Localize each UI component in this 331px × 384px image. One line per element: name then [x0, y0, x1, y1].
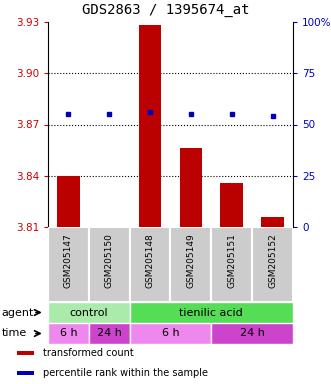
Text: tienilic acid: tienilic acid — [179, 308, 243, 318]
Bar — [170, 227, 211, 302]
Text: percentile rank within the sample: percentile rank within the sample — [43, 368, 208, 378]
Bar — [211, 323, 293, 344]
Text: agent: agent — [2, 308, 34, 318]
Text: 24 h: 24 h — [97, 328, 122, 339]
Bar — [17, 351, 34, 354]
Bar — [130, 323, 211, 344]
Text: GSM205149: GSM205149 — [186, 233, 195, 288]
Bar — [17, 371, 34, 375]
Text: GSM205151: GSM205151 — [227, 233, 236, 288]
Text: time: time — [2, 328, 27, 339]
Text: GSM205148: GSM205148 — [146, 233, 155, 288]
Bar — [252, 227, 293, 302]
Bar — [89, 323, 130, 344]
Text: 6 h: 6 h — [60, 328, 77, 339]
Text: 24 h: 24 h — [240, 328, 264, 339]
Bar — [130, 303, 293, 323]
Text: transformed count: transformed count — [43, 348, 133, 358]
Bar — [48, 323, 89, 344]
Bar — [89, 227, 130, 302]
Bar — [57, 176, 80, 227]
Text: GSM205150: GSM205150 — [105, 233, 114, 288]
Bar — [139, 25, 161, 227]
Bar — [48, 303, 130, 323]
Bar — [48, 227, 89, 302]
Bar — [180, 149, 202, 227]
Bar — [261, 217, 284, 227]
Text: GSM205147: GSM205147 — [64, 233, 73, 288]
Text: GSM205152: GSM205152 — [268, 233, 277, 288]
Text: GDS2863 / 1395674_at: GDS2863 / 1395674_at — [82, 3, 249, 17]
Text: 6 h: 6 h — [162, 328, 179, 339]
Bar — [130, 227, 170, 302]
Bar — [220, 182, 243, 227]
Bar — [211, 227, 252, 302]
Text: control: control — [70, 308, 108, 318]
